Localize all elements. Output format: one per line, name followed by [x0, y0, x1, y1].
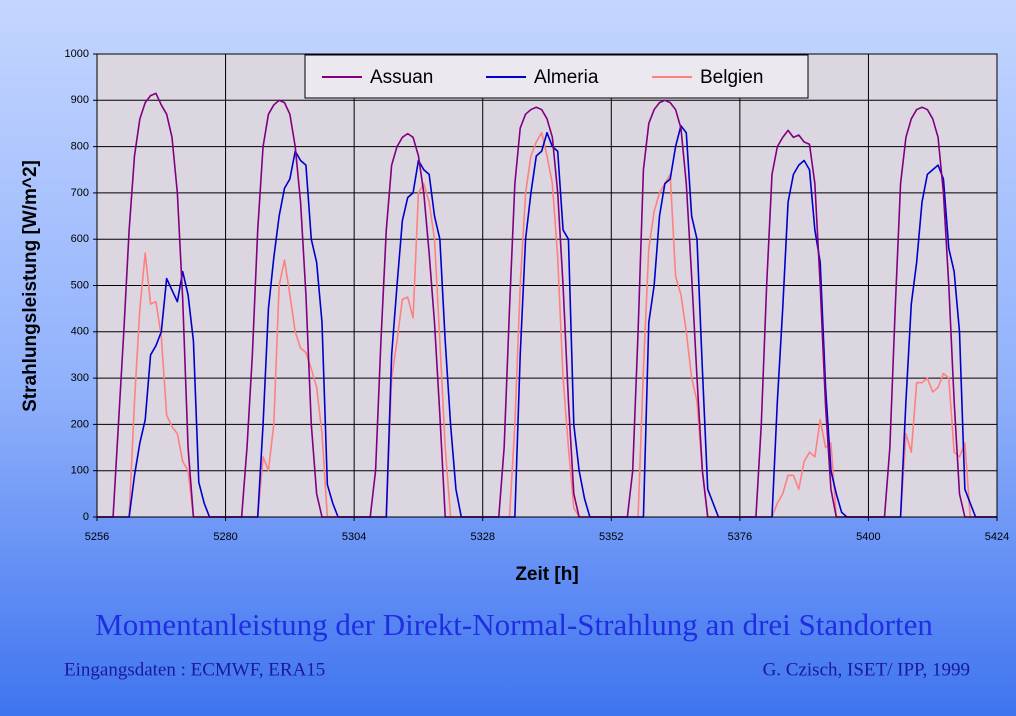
ticks: 0 100 200 300 400 500 600 700 800 900 1000 5256 5280…: [65, 48, 1010, 543]
source-left: Eingangsdaten : ECMWF, ERA15: [64, 659, 325, 680]
y-tick-label: 600: [71, 233, 89, 245]
x-tick-label: 5352: [599, 531, 623, 543]
x-tick-label: 5376: [728, 531, 752, 543]
y-tick-label: 100: [71, 465, 89, 477]
x-tick-label: 5400: [856, 531, 880, 543]
x-tick-label: 5304: [342, 531, 366, 543]
y-tick-label: 200: [71, 418, 89, 430]
y-tick-label: 700: [71, 187, 89, 199]
y-tick-label: 300: [71, 372, 89, 384]
y-tick-label: 500: [71, 279, 89, 291]
y-tick-label: 400: [71, 326, 89, 338]
slide-title: Momentanleistung der Direkt-Normal-Strah…: [95, 607, 933, 642]
y-tick-label: 800: [71, 141, 89, 153]
y-axis-label: Strahlungsleistung [W/m^2]: [20, 160, 41, 412]
y-tick-label: 1000: [65, 48, 89, 60]
legend: Assuan Almeria Belgien: [322, 67, 763, 88]
legend-box: [304, 54, 809, 99]
x-tick-label: 5256: [85, 531, 109, 543]
y-tick-label: 0: [83, 511, 89, 523]
x-tick-label: 5280: [213, 531, 237, 543]
x-tick-label: 5424: [985, 531, 1009, 543]
source-right: G. Czisch, ISET/ IPP, 1999: [763, 659, 970, 680]
legend-label: Almeria: [534, 67, 599, 88]
x-tick-label: 5328: [470, 531, 494, 543]
x-axis-label: Zeit [h]: [515, 564, 578, 585]
y-tick-label: 900: [71, 94, 89, 106]
legend-label: Assuan: [370, 67, 433, 88]
legend-label: Belgien: [700, 67, 763, 88]
